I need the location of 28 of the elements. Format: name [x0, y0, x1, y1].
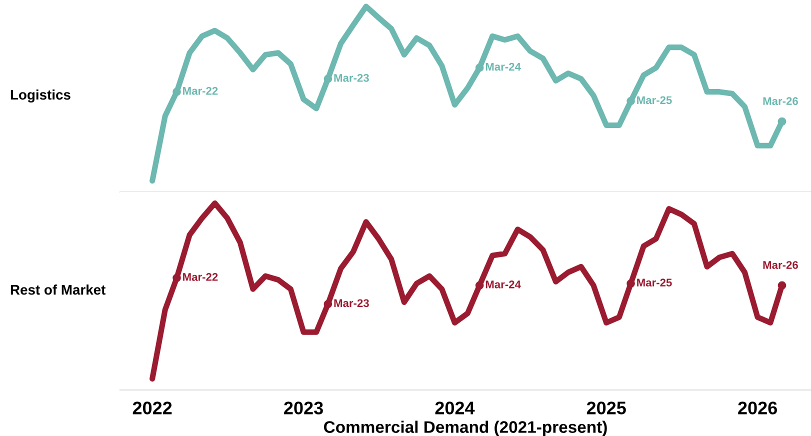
annotation: Mar-24 — [486, 62, 521, 71]
y-axis-title: Rest of Market — [10, 284, 106, 295]
point — [475, 281, 484, 290]
point — [626, 96, 635, 106]
annotation: Mar-22 — [183, 86, 218, 95]
point — [172, 274, 181, 282]
point — [172, 88, 181, 96]
x-tick-label: 2022 — [132, 402, 172, 414]
point — [324, 300, 332, 308]
x-tick-label: 2024 — [435, 402, 475, 414]
point — [778, 281, 786, 290]
annotation: Mar-25 — [637, 96, 672, 104]
point — [324, 74, 332, 84]
annotation: Mar-22 — [183, 273, 218, 281]
annotation: Mar-23 — [334, 299, 369, 308]
annotation: Mar-24 — [486, 280, 521, 288]
point — [475, 64, 484, 72]
x-tick-label: 2026 — [738, 402, 777, 414]
point — [626, 279, 635, 288]
y-axis-title: Logistics — [10, 89, 70, 103]
point — [778, 117, 786, 126]
x-tick-label: 2025 — [586, 402, 626, 414]
annotation: Mar-23 — [334, 74, 369, 82]
x-tick-label: 2023 — [284, 402, 323, 414]
x-axis-title: Commercial Demand (2021-present) — [324, 420, 607, 436]
annotation: Mar-26 — [763, 97, 798, 106]
annotation: Mar-26 — [763, 261, 798, 269]
annotation: Mar-25 — [637, 278, 672, 287]
